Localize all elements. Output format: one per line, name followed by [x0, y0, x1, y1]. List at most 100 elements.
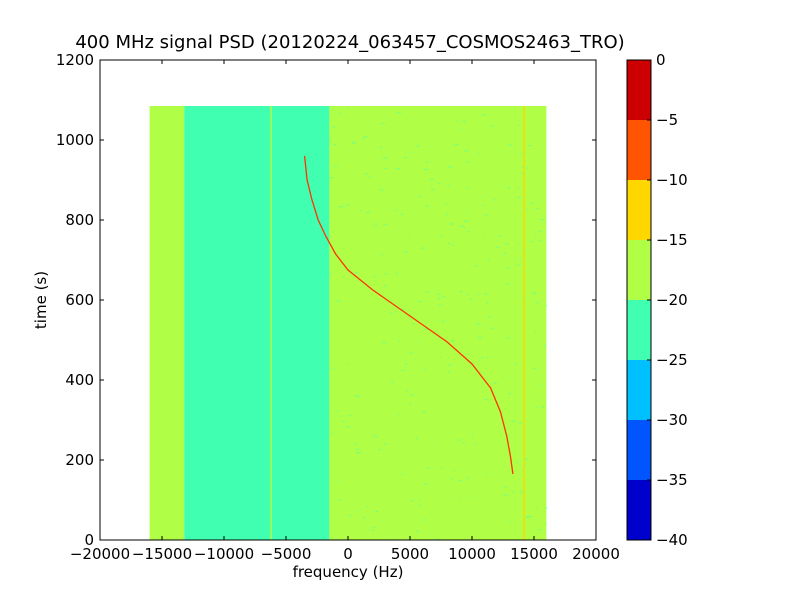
heatmap-speckle: [525, 517, 529, 519]
heatmap-region-0: [149, 106, 185, 540]
heatmap-speckle: [505, 283, 509, 285]
heatmap-speckle: [482, 114, 487, 116]
heatmap-speckle: [446, 214, 449, 216]
heatmap-speckle: [541, 406, 545, 408]
heatmap-speckle: [340, 206, 344, 208]
heatmap-speckle: [351, 142, 356, 144]
heatmap-speckle: [423, 519, 426, 521]
heatmap-speckle: [348, 514, 352, 516]
heatmap-speckle: [529, 241, 533, 243]
heatmap-speckle: [537, 529, 541, 531]
heatmap-speckle: [526, 516, 529, 518]
heatmap-speckle: [404, 367, 407, 369]
heatmap-speckle: [363, 136, 368, 138]
heatmap-speckle: [457, 439, 461, 441]
heatmap-speckle: [369, 176, 372, 178]
heatmap-speckle: [524, 458, 529, 460]
heatmap-region-1: [184, 106, 330, 540]
heatmap-speckle: [529, 202, 534, 204]
heatmap-speckle: [433, 319, 435, 321]
heatmap-speckle: [517, 196, 521, 198]
colorbar-band: [627, 180, 651, 240]
heatmap-speckle: [404, 363, 408, 365]
heatmap-speckle: [506, 337, 510, 339]
colorbar-tick-label: −30: [656, 411, 688, 429]
heatmap-speckle: [447, 372, 451, 374]
heatmap-speckle: [426, 467, 430, 469]
heatmap-speckle: [474, 443, 476, 445]
heatmap-speckle: [419, 500, 421, 502]
heatmap-speckle: [401, 370, 405, 372]
heatmap-speckle: [503, 465, 505, 467]
heatmap-speckle: [348, 415, 351, 417]
heatmap-speckle: [418, 505, 421, 507]
heatmap-speckle: [441, 320, 445, 322]
heatmap-speckle: [526, 209, 529, 211]
heatmap-speckle: [450, 478, 453, 480]
x-tick-label: −10000: [194, 545, 254, 563]
heatmap-speckle: [398, 340, 401, 342]
heatmap-speckle: [478, 152, 480, 154]
heatmap-speckle: [424, 328, 429, 330]
y-tick-label: 1000: [56, 131, 94, 149]
heatmap-speckle: [545, 523, 547, 525]
colorbar: 0 −5 −10 −15 −20 −25 −30 −35 −40: [626, 51, 688, 549]
heatmap-speckle: [507, 187, 511, 189]
heatmap-speckle: [373, 226, 376, 228]
heatmap-speckle: [466, 477, 469, 479]
heatmap-speckle: [536, 508, 538, 510]
heatmap-speckle: [459, 225, 464, 227]
heatmap-speckle: [469, 298, 473, 300]
heatmap-speckle: [379, 189, 384, 191]
heatmap-speckle: [533, 292, 536, 294]
heatmap-speckle: [447, 242, 451, 244]
heatmap-speckle: [518, 422, 523, 424]
x-axis: −20000 −15000 −10000 −5000 0 5000 10000 15000 20…: [70, 60, 620, 563]
heatmap-speckle: [384, 157, 388, 159]
heatmap-speckle: [540, 384, 543, 386]
heatmap-speckle: [375, 223, 378, 225]
heatmap-speckle: [506, 434, 509, 436]
heatmap-speckle: [484, 323, 486, 325]
heatmap-speckle: [484, 293, 488, 295]
heatmap-speckle: [437, 298, 441, 300]
heatmap-speckle: [493, 382, 497, 384]
heatmap-speckle: [353, 141, 355, 143]
heatmap-speckle: [534, 330, 537, 332]
heatmap-speckle: [339, 206, 341, 208]
heatmap-speckle: [511, 420, 515, 422]
heatmap-speckle: [366, 506, 369, 508]
heatmap-speckle: [505, 243, 509, 245]
heatmap-speckle: [508, 144, 512, 146]
heatmap-speckle: [521, 297, 524, 299]
heatmap-speckle: [519, 260, 522, 262]
colorbar-tick-label: −20: [656, 291, 688, 309]
heatmap-speckle: [355, 443, 358, 445]
heatmap-speckle: [470, 364, 474, 366]
heatmap-speckle: [342, 421, 345, 423]
colorbar-tick-label: −10: [656, 171, 688, 189]
heatmap-speckle: [364, 173, 368, 175]
heatmap-speckle: [528, 145, 532, 147]
heatmap-speckle: [409, 403, 412, 405]
heatmap-speckle: [360, 210, 362, 212]
heatmap-speckle: [455, 120, 458, 122]
heatmap-speckle: [346, 426, 350, 428]
heatmap-speckle: [403, 156, 407, 158]
heatmap-speckle: [479, 274, 481, 276]
heatmap-speckle: [329, 177, 334, 179]
heatmap: [149, 106, 548, 541]
heatmap-speckle: [436, 293, 440, 295]
heatmap-speckle: [329, 272, 332, 274]
chart-title: 400 MHz signal PSD (20120224_063457_COSM…: [75, 32, 624, 53]
heatmap-speckle: [486, 302, 489, 304]
heatmap-speckle: [333, 143, 338, 145]
heatmap-texture: [329, 107, 548, 541]
heatmap-speckle: [503, 252, 506, 254]
x-tick-label: 15000: [510, 545, 558, 563]
heatmap-speckle: [540, 219, 545, 221]
signal-trace: [303, 155, 514, 475]
heatmap-speckle: [535, 125, 537, 127]
heatmap-speckle: [423, 368, 426, 370]
heatmap-speckle: [417, 196, 421, 198]
